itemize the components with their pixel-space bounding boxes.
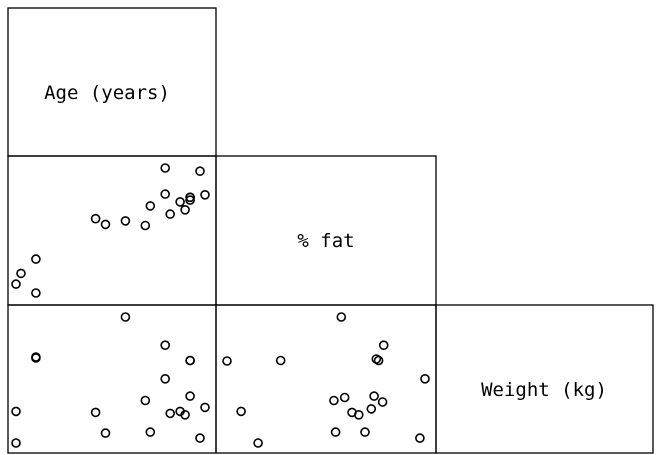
variable-label-weight: Weight (kg) <box>481 379 607 401</box>
data-point-age-vs-fat-4 <box>31 254 41 264</box>
data-point-age-vs-fat-13 <box>175 197 185 207</box>
data-point-fat-vs-weight-15 <box>369 391 379 401</box>
points-age-vs-weight <box>11 312 210 448</box>
panel-age-vs-weight <box>7 304 217 454</box>
data-point-age-vs-fat-17 <box>185 192 195 203</box>
data-point-fat-vs-weight-8 <box>329 395 339 406</box>
data-point-age-vs-fat-19 <box>200 190 210 200</box>
data-point-fat-vs-weight-2 <box>253 438 263 448</box>
points-age-vs-fat <box>11 163 210 298</box>
data-point-age-vs-weight-8 <box>140 395 151 406</box>
data-point-age-vs-fat-7 <box>120 216 131 226</box>
data-point-age-vs-fat-10 <box>160 189 170 199</box>
variable-label-fat: % fat <box>297 230 354 252</box>
data-point-fat-vs-weight-13 <box>366 404 377 414</box>
data-point-age-vs-weight-19 <box>200 402 210 413</box>
data-point-age-vs-weight-12 <box>165 408 175 419</box>
data-point-age-vs-weight-10 <box>160 340 170 351</box>
data-point-age-vs-fat-2 <box>16 268 26 279</box>
data-point-age-vs-fat-6 <box>100 219 111 230</box>
data-point-age-vs-weight-2 <box>11 438 21 448</box>
data-point-fat-vs-weight-19 <box>377 397 388 407</box>
data-point-age-vs-weight-18 <box>195 433 205 443</box>
data-point-age-vs-fat-12 <box>165 209 175 219</box>
data-point-age-vs-weight-7 <box>120 312 131 322</box>
data-point-age-vs-fat-8 <box>140 220 151 231</box>
data-point-age-vs-weight-1 <box>11 406 21 417</box>
data-point-age-vs-fat-5 <box>90 213 101 224</box>
data-point-age-vs-weight-15 <box>185 391 195 401</box>
data-point-age-vs-weight-4 <box>31 353 41 363</box>
data-point-age-vs-weight-17 <box>185 355 195 366</box>
data-point-fat-vs-weight-3 <box>222 356 232 366</box>
data-point-fat-vs-weight-10 <box>378 340 389 351</box>
data-point-age-vs-weight-14 <box>180 409 190 420</box>
data-point-age-vs-fat-14 <box>180 205 190 215</box>
points-fat-vs-weight <box>222 312 430 448</box>
data-point-age-vs-weight-9 <box>145 427 156 437</box>
data-point-age-vs-fat-11 <box>160 163 170 173</box>
data-point-fat-vs-weight-18 <box>415 433 425 443</box>
data-point-age-vs-fat-9 <box>145 201 156 211</box>
panel-fat-vs-weight <box>215 304 437 454</box>
variable-label-age: Age (years) <box>44 82 170 104</box>
data-point-fat-vs-weight-7 <box>336 312 347 322</box>
data-point-fat-vs-weight-4 <box>275 355 286 366</box>
data-point-age-vs-weight-5 <box>90 407 101 418</box>
data-point-age-vs-weight-11 <box>160 373 170 384</box>
data-point-fat-vs-weight-11 <box>420 373 430 384</box>
data-point-age-vs-fat-18 <box>195 166 205 176</box>
data-point-fat-vs-weight-14 <box>353 409 364 420</box>
data-point-fat-vs-weight-17 <box>371 354 382 364</box>
data-point-age-vs-fat-15 <box>185 195 195 205</box>
data-point-fat-vs-weight-5 <box>339 392 350 403</box>
data-point-fat-vs-weight-1 <box>236 406 246 417</box>
data-point-fat-vs-weight-9 <box>360 427 370 437</box>
panel-age-vs-fat <box>7 155 217 306</box>
data-point-age-vs-fat-3 <box>31 288 41 298</box>
data-point-age-vs-weight-6 <box>100 428 111 438</box>
data-point-fat-vs-weight-6 <box>330 427 341 437</box>
data-point-age-vs-fat-1 <box>11 279 21 289</box>
